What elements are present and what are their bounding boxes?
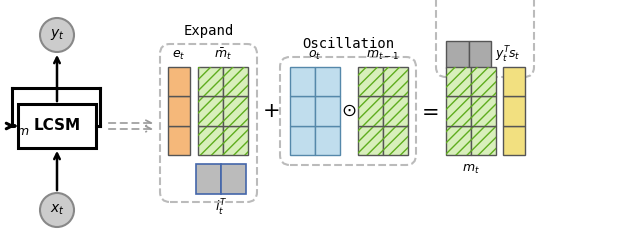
Bar bbox=[503, 67, 525, 96]
FancyBboxPatch shape bbox=[18, 104, 96, 148]
Bar bbox=[468, 41, 491, 68]
Circle shape bbox=[40, 18, 74, 52]
Circle shape bbox=[40, 193, 74, 227]
Bar bbox=[471, 96, 496, 126]
Bar bbox=[223, 96, 248, 126]
Bar bbox=[383, 96, 408, 126]
Text: Oscillation: Oscillation bbox=[302, 37, 394, 51]
Bar bbox=[358, 96, 383, 126]
Bar bbox=[221, 164, 246, 194]
Bar bbox=[358, 96, 383, 126]
Bar bbox=[471, 67, 496, 96]
Bar bbox=[223, 67, 248, 96]
Bar bbox=[223, 67, 248, 96]
Bar bbox=[471, 126, 496, 155]
Bar bbox=[168, 67, 190, 96]
Bar bbox=[383, 67, 408, 96]
Bar bbox=[198, 126, 223, 155]
Text: $x_t$: $x_t$ bbox=[50, 203, 65, 217]
Bar bbox=[168, 126, 190, 155]
Bar bbox=[223, 126, 248, 155]
Bar bbox=[315, 96, 340, 126]
Bar bbox=[290, 96, 315, 126]
Bar bbox=[223, 96, 248, 126]
Bar bbox=[358, 126, 383, 155]
Text: $\bar{m}_t$: $\bar{m}_t$ bbox=[214, 46, 232, 62]
Bar bbox=[446, 126, 471, 155]
Bar bbox=[223, 126, 248, 155]
Text: $e_t$: $e_t$ bbox=[172, 49, 186, 62]
Bar bbox=[198, 96, 223, 126]
Bar bbox=[383, 126, 408, 155]
Bar bbox=[446, 126, 471, 155]
Text: Expand: Expand bbox=[184, 24, 234, 38]
Bar bbox=[446, 96, 471, 126]
Text: $m$: $m$ bbox=[16, 125, 29, 138]
Bar bbox=[503, 126, 525, 155]
Bar bbox=[198, 67, 223, 96]
Bar bbox=[446, 67, 471, 96]
Text: $=$: $=$ bbox=[417, 101, 439, 121]
Bar bbox=[198, 96, 223, 126]
Bar bbox=[198, 126, 223, 155]
Bar bbox=[290, 126, 315, 155]
Bar bbox=[168, 96, 190, 126]
Bar bbox=[446, 67, 471, 96]
Bar bbox=[471, 126, 496, 155]
Text: $\odot$: $\odot$ bbox=[341, 102, 356, 120]
Bar bbox=[358, 67, 383, 96]
Bar bbox=[383, 126, 408, 155]
Text: $m_{t-1}$: $m_{t-1}$ bbox=[367, 49, 399, 62]
Bar bbox=[315, 126, 340, 155]
Text: LCSM: LCSM bbox=[33, 119, 81, 133]
Bar bbox=[383, 67, 408, 96]
Text: $m_t$: $m_t$ bbox=[462, 163, 480, 176]
Bar bbox=[446, 41, 468, 68]
Bar bbox=[358, 126, 383, 155]
Bar bbox=[196, 164, 221, 194]
Text: $y_t$: $y_t$ bbox=[50, 28, 65, 42]
Bar bbox=[198, 67, 223, 96]
Bar bbox=[471, 96, 496, 126]
Text: $s_t$: $s_t$ bbox=[508, 49, 520, 62]
Bar bbox=[503, 96, 525, 126]
Text: $o_t$: $o_t$ bbox=[308, 49, 322, 62]
Text: $+$: $+$ bbox=[262, 101, 280, 121]
Text: $y_t^T$: $y_t^T$ bbox=[495, 44, 511, 65]
Bar bbox=[446, 96, 471, 126]
Bar bbox=[290, 67, 315, 96]
Bar bbox=[383, 96, 408, 126]
Text: $i_t^T$: $i_t^T$ bbox=[215, 198, 227, 218]
Bar bbox=[358, 67, 383, 96]
Bar bbox=[471, 67, 496, 96]
Bar bbox=[315, 67, 340, 96]
